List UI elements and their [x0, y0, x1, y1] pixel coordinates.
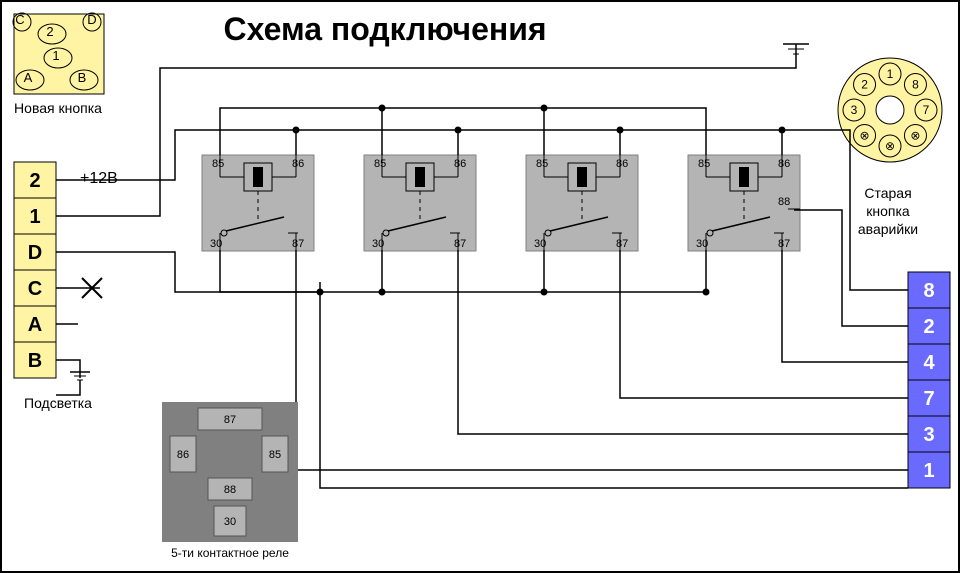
- pin-label: 8: [912, 78, 919, 92]
- pin-label: A: [24, 70, 33, 85]
- podsvetka-label: Подсветка: [24, 395, 92, 411]
- relay-pin-label: 30: [534, 238, 546, 250]
- junction-dot: [293, 127, 300, 134]
- junction-dot: [379, 289, 386, 296]
- relay-pin-label: 85: [374, 158, 386, 170]
- terminal-cell-label: C: [28, 278, 42, 300]
- old-button-hole: [876, 96, 904, 124]
- relay-pin-label: 87: [454, 238, 466, 250]
- terminal-cell-label: B: [28, 350, 42, 372]
- junction-dot: [779, 127, 786, 134]
- pin-label: D: [87, 12, 96, 27]
- relay-pin-label: 87: [292, 238, 304, 250]
- old-button-label: Старая: [864, 185, 911, 201]
- relay-pin-label: 86: [454, 158, 466, 170]
- relay-pin-label: 86: [292, 158, 304, 170]
- relay-pin-label: 86: [616, 158, 628, 170]
- pin-label: ⊗: [910, 128, 920, 142]
- relay-legend-pin-label: 85: [269, 449, 281, 461]
- terminal-cell-label: 1: [923, 460, 934, 482]
- relay-coil-core: [253, 167, 263, 187]
- terminal-cell-label: A: [28, 314, 42, 336]
- relay-pin-label: 30: [372, 238, 384, 250]
- junction-dot: [317, 289, 324, 296]
- junction-dot: [617, 127, 624, 134]
- diagram-title: Схема подключения: [223, 11, 546, 47]
- relay-coil-core: [415, 167, 425, 187]
- terminal-cell-label: 2: [29, 170, 40, 192]
- junction-dot: [703, 289, 710, 296]
- pin-label: C: [15, 12, 24, 27]
- relay-coil-core: [577, 167, 587, 187]
- relay-pin-label: 30: [210, 238, 222, 250]
- pin-label: 7: [923, 103, 930, 117]
- relay-pin-label: 85: [698, 158, 710, 170]
- terminal-cell-label: D: [28, 242, 42, 264]
- pin-label: 1: [887, 67, 894, 81]
- relay-pin-label: 30: [696, 238, 708, 250]
- junction-dot: [379, 105, 386, 112]
- pin-label: ⊗: [885, 139, 895, 153]
- terminal-cell-label: 8: [923, 280, 934, 302]
- pin-label: ⊗: [860, 128, 870, 142]
- old-button-label: аварийки: [858, 221, 918, 237]
- relay-pin-label: 88: [778, 196, 790, 208]
- new-button-label: Новая кнопка: [14, 100, 102, 116]
- plus-12v-label: +12В: [80, 170, 118, 187]
- relay-legend-pin-label: 88: [224, 484, 236, 496]
- relay-pin-label: 87: [778, 238, 790, 250]
- relay-legend-pin-label: 87: [224, 414, 236, 426]
- junction-dot: [541, 105, 548, 112]
- pin-label: 2: [861, 78, 868, 92]
- relay-legend-label: 5-ти контактное реле: [171, 546, 289, 560]
- canvas-border: [1, 1, 959, 572]
- terminal-cell-label: 7: [923, 388, 934, 410]
- junction-dot: [455, 127, 462, 134]
- old-button-label: кнопка: [866, 203, 910, 219]
- wiring-diagram: Схема подключенияCD21ABНовая кнопка12837…: [0, 0, 960, 573]
- relay-pin-label: 85: [536, 158, 548, 170]
- terminal-cell-label: 2: [923, 316, 934, 338]
- relay-pin-label: 85: [212, 158, 224, 170]
- relay-coil-core: [739, 167, 749, 187]
- pin-label: 3: [851, 103, 858, 117]
- pin-label: B: [78, 70, 87, 85]
- pin-label: 1: [52, 48, 59, 63]
- relay-legend-pin-label: 86: [177, 449, 189, 461]
- relay-legend-pin-label: 30: [224, 516, 236, 528]
- relay-pin-label: 87: [616, 238, 628, 250]
- terminal-cell-label: 1: [29, 206, 40, 228]
- pin-label: 2: [46, 24, 53, 39]
- relay-pin-label: 86: [778, 158, 790, 170]
- junction-dot: [541, 289, 548, 296]
- terminal-cell-label: 3: [923, 424, 934, 446]
- terminal-cell-label: 4: [923, 352, 935, 374]
